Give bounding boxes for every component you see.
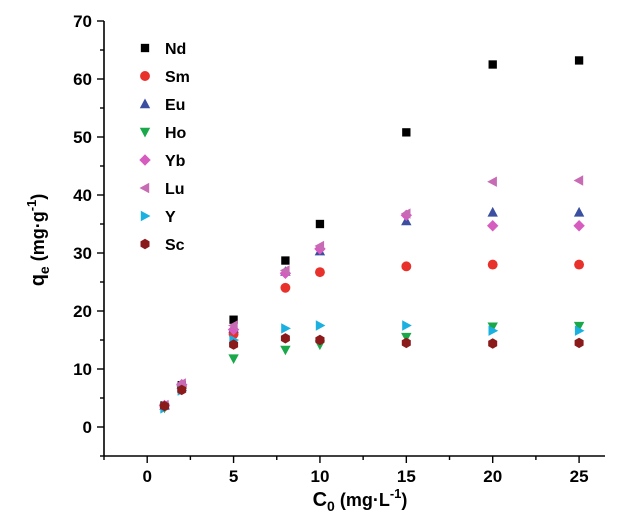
legend: Nd Sm Eu Ho Yb Lu Y Sc (139, 41, 190, 254)
data-point-sc (160, 400, 169, 412)
legend-label-y: Y (165, 209, 176, 226)
series-yb (158, 209, 585, 412)
data-point-lu (228, 320, 238, 331)
x-axis-title-unit-close: ) (401, 490, 407, 510)
y-tick-label: 30 (73, 244, 92, 263)
data-point-lu (279, 265, 290, 276)
x-axis-title-unit-superscript: -1 (390, 486, 402, 501)
x-axis-title-base: C (313, 489, 327, 511)
data-point-sc (280, 333, 290, 344)
legend-marker-y (140, 210, 151, 222)
data-point-lu (400, 208, 411, 219)
data-point-eu (573, 206, 585, 217)
data-point-y (574, 325, 585, 336)
y-axis-ticks: 0 10 20 30 40 50 60 70 (73, 12, 104, 457)
x-tick-label: 20 (483, 467, 502, 486)
data-point-yb (573, 220, 585, 232)
series-y (160, 320, 585, 414)
y-tick-label: 70 (73, 12, 92, 31)
x-tick-label: 0 (142, 467, 151, 486)
legend-marker-nd (140, 43, 150, 53)
y-tick-label: 40 (73, 186, 92, 205)
x-axis-title: C0 (mg·L-1) (313, 486, 408, 514)
series-eu (159, 206, 585, 410)
data-point-nd (229, 315, 238, 324)
series-nd (160, 56, 584, 410)
y-tick-label: 20 (73, 302, 92, 321)
x-axis-title-subscript: 0 (327, 498, 335, 514)
legend-marker-ho (139, 127, 151, 138)
data-point-nd (281, 256, 290, 265)
legend-marker-lu (139, 182, 150, 194)
data-point-sc (177, 384, 187, 396)
data-point-nd (574, 56, 584, 65)
x-tick-label: 25 (570, 467, 589, 486)
y-axis-title-subscript: e (36, 266, 52, 274)
data-point-ho (487, 322, 498, 333)
series-lu (159, 175, 584, 411)
data-point-lu (487, 176, 497, 187)
data-points (158, 56, 585, 414)
legend-marker-sm (140, 71, 150, 81)
y-tick-label: 50 (73, 128, 92, 147)
data-point-sc (315, 334, 325, 346)
x-tick-label: 10 (310, 467, 329, 486)
data-point-eu (487, 206, 498, 217)
x-axis-title-unit: (mg·L (335, 490, 390, 510)
y-axis-title: qe (mg·g-1) (24, 194, 52, 287)
legend-marker-sc (140, 238, 150, 250)
legend-marker-eu (139, 98, 151, 109)
legend-label-nd: Nd (165, 41, 186, 58)
data-point-lu (573, 175, 584, 186)
data-point-ho (280, 345, 291, 356)
data-point-nd (488, 60, 497, 69)
x-tick-label: 5 (229, 467, 238, 486)
data-point-sc (229, 339, 239, 350)
legend-label-yb: Yb (165, 153, 186, 170)
y-tick-label: 60 (73, 70, 92, 89)
axes (103, 21, 605, 457)
data-point-sc (401, 337, 411, 349)
data-point-sm (280, 282, 291, 293)
y-axis-title-unit-close: ) (28, 194, 48, 200)
legend-label-eu: Eu (165, 97, 185, 114)
y-tick-label: 0 (83, 418, 92, 437)
data-point-ho (573, 321, 585, 332)
data-point-nd (402, 128, 411, 137)
legend-label-ho: Ho (165, 125, 187, 142)
data-point-y (488, 325, 499, 336)
legend-label-sm: Sm (165, 69, 190, 86)
legend-marker-yb (139, 154, 151, 166)
data-point-ho (228, 354, 239, 364)
data-point-y (315, 320, 326, 331)
data-point-nd (315, 219, 325, 229)
data-point-sc (488, 338, 498, 349)
data-point-sm (401, 261, 412, 272)
data-point-y (281, 323, 291, 334)
data-point-sm (315, 267, 325, 278)
series-sm (159, 259, 585, 412)
series-sc (160, 333, 584, 412)
data-point-yb (487, 220, 499, 232)
data-point-sc (574, 337, 584, 349)
data-point-sm (574, 259, 585, 270)
y-tick-label: 10 (73, 360, 92, 379)
y-axis-title-base: q (27, 274, 49, 286)
y-axis-title-unit-superscript: -1 (24, 200, 39, 212)
series-ho (159, 321, 585, 414)
data-point-sm (487, 259, 498, 270)
x-axis-ticks: 0 5 10 15 20 25 (103, 456, 589, 486)
x-tick-label: 15 (397, 467, 416, 486)
y-axis-title-unit: (mg·g (28, 211, 48, 266)
legend-label-sc: Sc (165, 237, 185, 254)
legend-label-lu: Lu (165, 181, 185, 198)
data-point-y (402, 320, 412, 331)
data-point-lu (314, 240, 325, 252)
